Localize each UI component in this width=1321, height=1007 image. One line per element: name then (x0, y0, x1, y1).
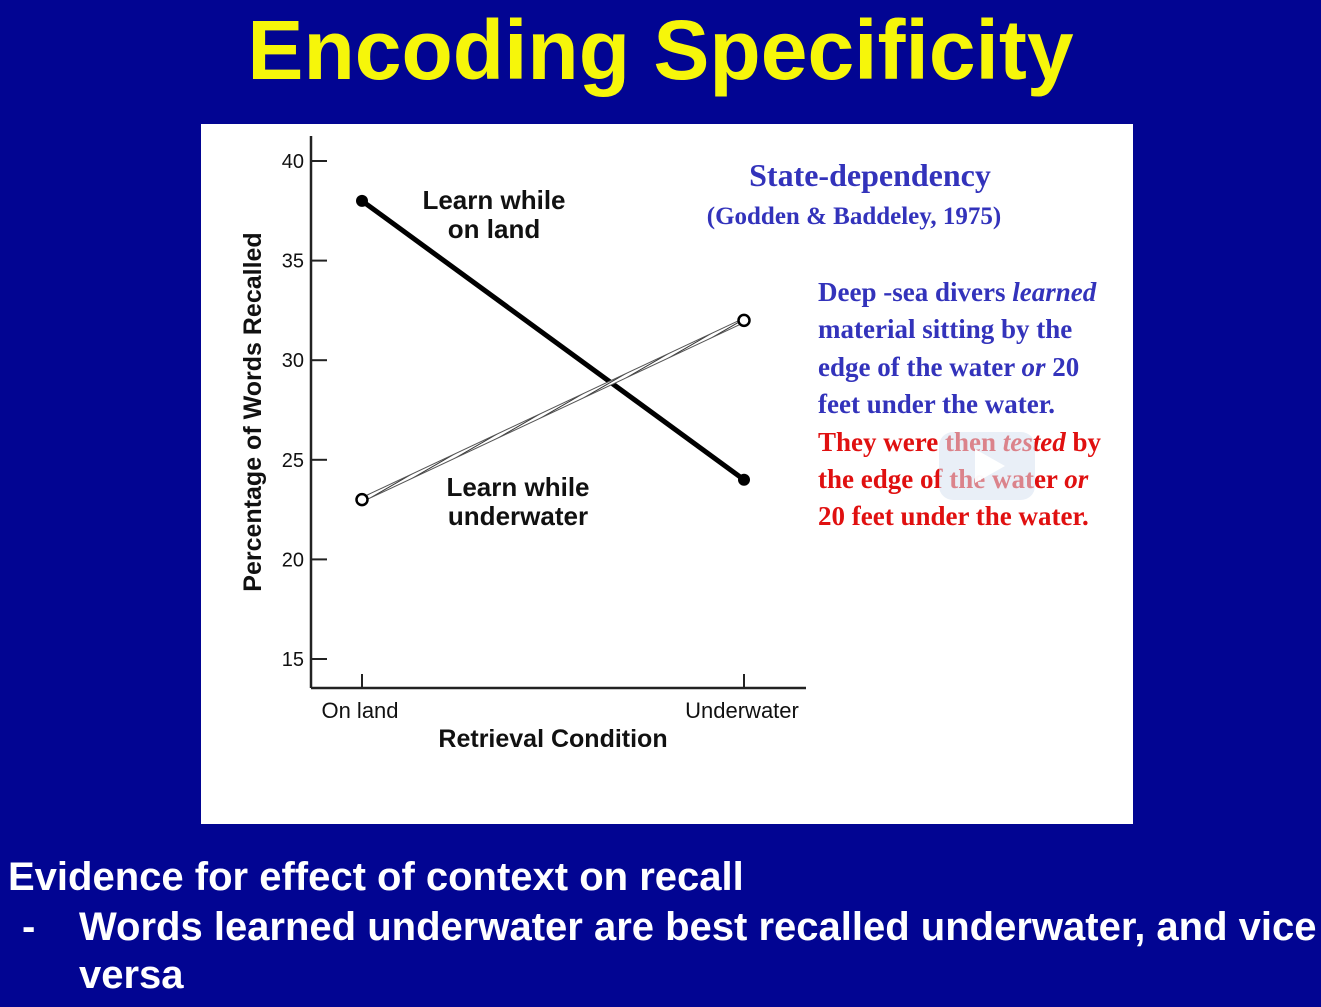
figure-panel: State-dependency (Godden & Baddeley, 197… (201, 124, 1133, 824)
series-line-underwater-hatch (361, 319, 745, 501)
series-label: on land (448, 214, 540, 244)
description-text: Deep -sea divers (818, 277, 1006, 307)
bullet-text: Words learned underwater are best recall… (79, 905, 1317, 997)
y-tick-label: 25 (282, 450, 304, 472)
description-emphasis: learned (1012, 277, 1097, 307)
x-tick-label: On land (321, 698, 398, 723)
bullet-marker: - (22, 905, 36, 949)
x-tick-label: Underwater (685, 698, 799, 723)
data-point (355, 492, 369, 507)
play-icon[interactable] (939, 432, 1035, 500)
description-emphasis: or (1021, 351, 1046, 382)
series-label: Learn while (422, 185, 565, 215)
data-point (738, 473, 750, 486)
slide-title: Encoding Specificity (247, 3, 1074, 97)
annotation-heading: State-dependency (749, 157, 991, 193)
description-text: 20 feet under the water. (818, 501, 1089, 532)
series-label: underwater (448, 501, 588, 531)
y-axis-label: Percentage of Words Recalled (239, 232, 267, 591)
series-label: Learn while (446, 472, 589, 502)
y-tick-label: 35 (282, 251, 304, 273)
description-text: 20 feet under the water. (818, 351, 1080, 420)
annotation-citation: (Godden & Baddeley, 1975) (707, 203, 1001, 230)
recall-chart: State-dependency (Godden & Baddeley, 197… (239, 136, 1001, 753)
data-point (737, 313, 751, 328)
y-tick-label: 15 (282, 649, 304, 671)
y-tick-label: 40 (282, 151, 304, 173)
data-point (356, 194, 368, 207)
series-line-land (360, 198, 746, 482)
description-emphasis: or (1064, 464, 1089, 495)
x-axis-label: Retrieval Condition (438, 725, 667, 753)
slide-caption: Evidence for effect of context on recall (8, 855, 744, 899)
description-text: material sitting by the edge of the wate… (818, 314, 1073, 382)
y-tick-label: 20 (282, 549, 304, 571)
y-tick-label: 30 (282, 350, 304, 372)
